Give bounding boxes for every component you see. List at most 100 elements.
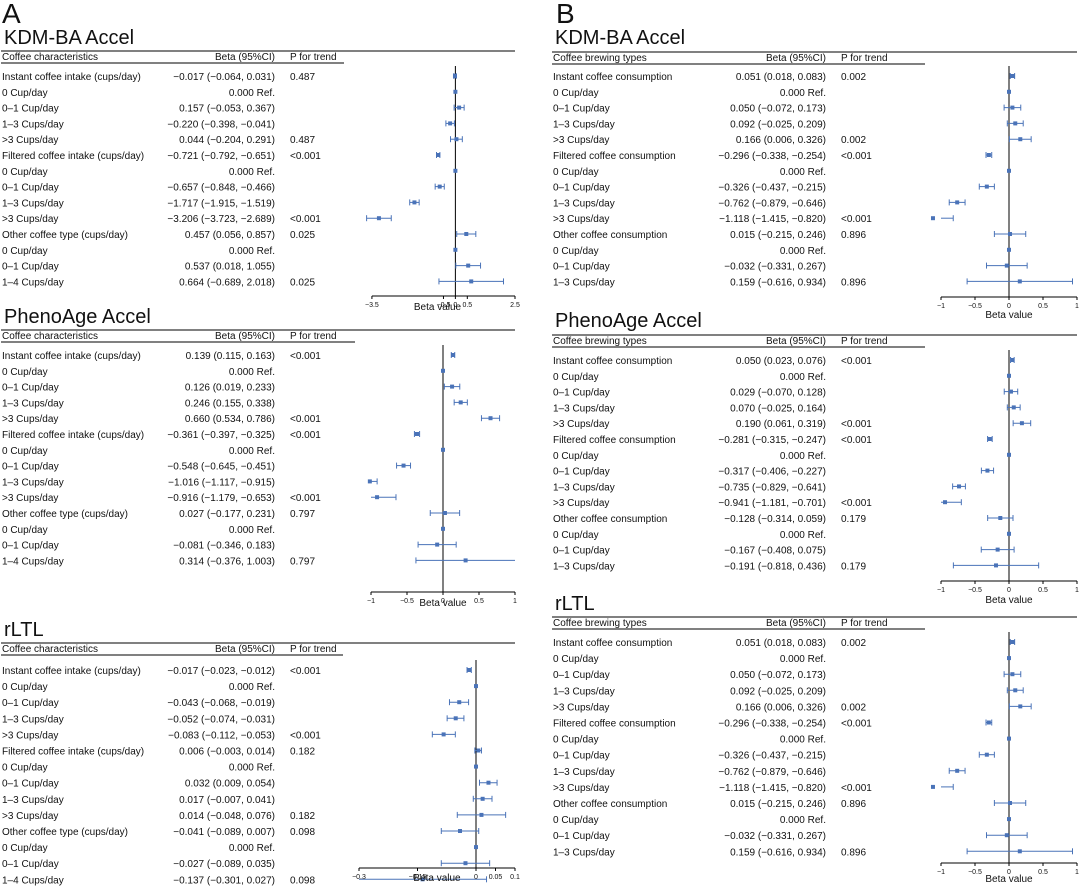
x-tick-label: 0.5 — [1038, 303, 1048, 310]
row-beta-ci: 0.006 (−0.003, 0.014) — [179, 747, 275, 758]
beta-point — [412, 200, 417, 205]
beta-point — [1010, 105, 1015, 110]
row-label: 0–1 Cup/day — [2, 462, 59, 473]
row-beta-ci: −0.052 (−0.074, −0.031) — [167, 714, 275, 725]
row-label: >3 Cups/day — [553, 214, 609, 225]
row-label: 0–1 Cup/day — [2, 541, 59, 552]
row-beta-ci: 0.139 (0.115, 0.163) — [186, 351, 275, 362]
column-header-characteristic: Coffee brewing types — [553, 618, 647, 629]
row-beta-ci: 0.000 Ref. — [229, 88, 275, 99]
row-beta-ci: 0.050 (−0.072, 0.173) — [730, 104, 826, 115]
row-label: >3 Cups/day — [553, 498, 609, 509]
x-tick-label: 1 — [1075, 869, 1079, 876]
row-label: 0 Cup/day — [2, 525, 48, 536]
beta-point — [469, 279, 474, 284]
row-label: 1–3 Cups/day — [553, 482, 615, 493]
row-beta-ci: −0.027 (−0.089, 0.035) — [173, 859, 275, 870]
beta-point — [1017, 279, 1022, 284]
row-p-trend: <0.001 — [290, 493, 321, 504]
beta-point — [986, 153, 991, 157]
row-label: 1–3 Cups/day — [553, 403, 615, 414]
row-p-trend: <0.001 — [841, 214, 872, 225]
beta-point — [984, 184, 989, 189]
beta-point — [955, 200, 960, 205]
beta-point — [437, 184, 442, 189]
row-beta-ci: 0.015 (−0.215, 0.246) — [730, 230, 826, 241]
row-label: Filtered coffee consumption — [553, 435, 676, 446]
row-label: 1–4 Cups/day — [2, 875, 64, 886]
row-p-trend: <0.001 — [290, 414, 321, 425]
row-p-trend: 0.487 — [290, 72, 315, 83]
x-axis-label: Beta value — [985, 595, 1033, 606]
x-axis-label: Beta value — [414, 302, 462, 313]
beta-point — [488, 416, 493, 421]
row-label: >3 Cups/day — [553, 702, 609, 713]
beta-point — [1007, 89, 1011, 94]
row-label: 0 Cup/day — [2, 446, 48, 457]
row-label: 0–1 Cup/day — [553, 388, 610, 399]
row-beta-ci: 0.015 (−0.215, 0.246) — [730, 799, 826, 810]
row-label: >3 Cups/day — [2, 730, 58, 741]
x-tick-label: 0 — [1007, 587, 1011, 594]
beta-point — [435, 542, 440, 547]
x-tick-label: 0.1 — [510, 874, 520, 881]
beta-point — [453, 247, 458, 252]
row-beta-ci: 0.664 (−0.689, 2.018) — [179, 277, 275, 288]
row-beta-ci: −0.762 (−0.879, −0.646) — [718, 198, 826, 209]
row-label: Filtered coffee intake (cups/day) — [2, 430, 144, 441]
beta-point — [1010, 74, 1015, 78]
row-beta-ci: −0.317 (−0.406, −0.227) — [718, 467, 826, 478]
beta-point — [1018, 704, 1023, 709]
column-header-characteristic: Coffee characteristics — [2, 644, 98, 655]
chart-title: rLTL — [4, 619, 44, 641]
beta-point — [1010, 358, 1015, 362]
beta-point — [476, 748, 481, 753]
x-tick-label: −3.5 — [365, 302, 379, 309]
row-p-trend: 0.487 — [290, 135, 315, 146]
row-label: Instant coffee consumption — [553, 638, 672, 649]
row-label: 0 Cup/day — [553, 372, 599, 383]
row-label: 1–3 Cups/day — [2, 119, 64, 130]
row-p-trend: 0.179 — [841, 514, 866, 525]
row-p-trend: 0.896 — [841, 230, 866, 241]
x-axis-label: Beta value — [413, 873, 461, 884]
row-label: Instant coffee intake (cups/day) — [2, 72, 141, 83]
row-beta-ci: 0.029 (−0.070, 0.128) — [730, 388, 826, 399]
row-label: Other coffee consumption — [553, 799, 667, 810]
x-tick-label: 2.5 — [510, 302, 520, 309]
row-label: 1–3 Cups/day — [2, 477, 64, 488]
beta-point — [1008, 389, 1013, 394]
row-beta-ci: 0.000 Ref. — [780, 735, 826, 746]
column-header-beta: Beta (95%CI) — [766, 618, 826, 629]
row-beta-ci: −1.717 (−1.915, −1.519) — [167, 198, 275, 209]
beta-point — [436, 153, 441, 157]
x-tick-label: 0.5 — [462, 302, 472, 309]
beta-point — [930, 216, 935, 221]
row-label: 0 Cup/day — [553, 167, 599, 178]
beta-point — [943, 500, 948, 505]
beta-point — [457, 700, 462, 705]
row-label: 0–1 Cup/day — [2, 183, 59, 194]
row-beta-ci: 0.159 (−0.616, 0.934) — [730, 847, 826, 858]
row-p-trend: 0.025 — [290, 277, 315, 288]
x-tick-label: 0 — [1007, 303, 1011, 310]
beta-point — [467, 668, 472, 672]
row-beta-ci: −0.041 (−0.089, 0.007) — [173, 827, 275, 838]
row-label: Instant coffee intake (cups/day) — [2, 351, 141, 362]
beta-point — [454, 137, 459, 142]
row-p-trend: <0.001 — [841, 498, 872, 509]
row-label: 0 Cup/day — [2, 246, 48, 257]
row-label: >3 Cups/day — [2, 493, 58, 504]
beta-point — [441, 447, 445, 452]
beta-point — [448, 121, 453, 126]
row-beta-ci: −0.326 (−0.437, −0.215) — [718, 751, 826, 762]
beta-point — [1013, 121, 1018, 126]
row-label: 0 Cup/day — [2, 763, 48, 774]
row-beta-ci: −0.548 (−0.645, −0.451) — [167, 462, 275, 473]
row-beta-ci: 0.000 Ref. — [229, 843, 275, 854]
row-p-trend: 0.179 — [841, 561, 866, 572]
x-tick-label: −0.3 — [352, 874, 366, 881]
row-beta-ci: −0.017 (−0.023, −0.012) — [167, 666, 275, 677]
beta-point — [955, 768, 960, 773]
beta-point — [1007, 817, 1011, 822]
